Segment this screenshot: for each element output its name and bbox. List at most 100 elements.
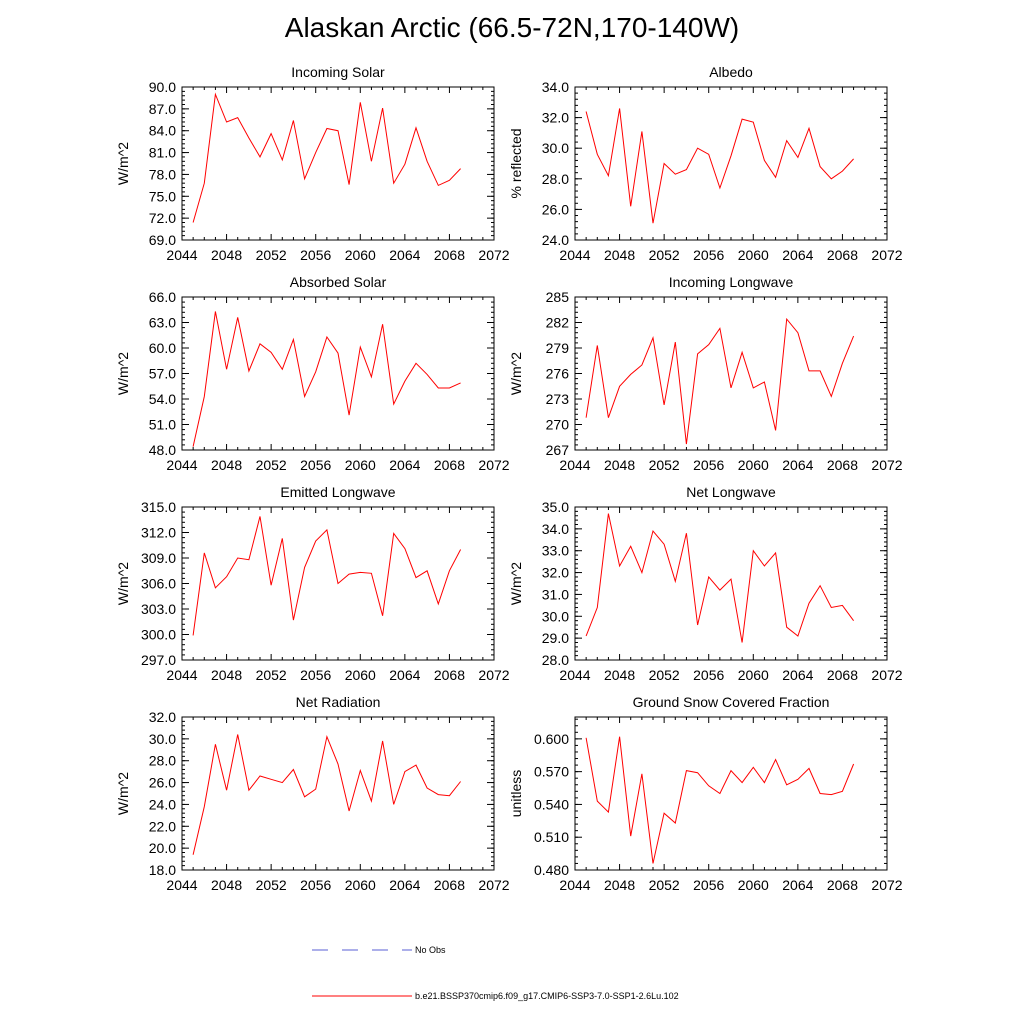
series-line: [585, 317, 855, 445]
y-tick-label: 273: [546, 391, 570, 407]
x-tick-label: 2064: [389, 877, 420, 893]
y-tick-label: 81.0: [149, 145, 176, 161]
panel-title: Absorbed Solar: [290, 274, 387, 290]
y-tick-label: 28.0: [542, 652, 569, 668]
chart-panel-4: Incoming Longwave W/m^2 2044 2048 2052 2056 20…: [508, 274, 903, 473]
x-tick-label: 2064: [389, 247, 420, 263]
series-line: [585, 108, 854, 224]
y-tick-label: 0.480: [534, 862, 569, 878]
x-tick-label: 2072: [478, 877, 509, 893]
y-tick-label: 34.0: [542, 79, 569, 95]
y-axis-label: % reflected: [508, 128, 524, 198]
y-tick-label: 309.0: [141, 550, 176, 566]
plot-frame: [574, 296, 888, 451]
y-axis-label: W/m^2: [508, 352, 524, 395]
y-tick-label: 285: [546, 289, 570, 305]
x-tick-label: 2048: [604, 247, 635, 263]
x-tick-label: 2056: [300, 457, 331, 473]
y-tick-label: 90.0: [149, 79, 176, 95]
y-tick-label: 72.0: [149, 210, 176, 226]
legend: No Obs b.e21.BSSP370cmip6.f09_g17.CMIP6-S…: [312, 945, 679, 1001]
panel-title: Ground Snow Covered Fraction: [633, 694, 830, 710]
x-tick-label: 2052: [649, 667, 680, 683]
y-tick-label: 32.0: [149, 709, 176, 725]
series-line: [192, 516, 462, 636]
x-tick-label: 2048: [211, 247, 242, 263]
x-tick-label: 2072: [871, 667, 902, 683]
y-axis-label: W/m^2: [115, 142, 131, 185]
y-tick-label: 57.0: [149, 366, 176, 382]
x-tick-label: 2044: [166, 877, 197, 893]
y-tick-label: 54.0: [149, 391, 176, 407]
x-tick-label: 2068: [434, 667, 465, 683]
y-tick-label: 26.0: [542, 201, 569, 217]
x-tick-label: 2056: [693, 457, 724, 473]
x-tick-label: 2068: [434, 877, 465, 893]
x-tick-label: 2048: [604, 877, 635, 893]
y-tick-label: 32.0: [542, 565, 569, 581]
y-tick-label: 24.0: [149, 796, 176, 812]
y-tick-label: 315.0: [141, 499, 176, 515]
series-line: [192, 311, 461, 447]
figure-title: Alaskan Arctic (66.5-72N,170-140W): [284, 12, 740, 43]
chart-panel-5: Emitted Longwave W/m^2 2044 2048 2052 2056 206…: [115, 484, 510, 683]
y-tick-label: 22.0: [149, 818, 176, 834]
x-tick-label: 2064: [782, 247, 813, 263]
x-tick-label: 2064: [782, 457, 813, 473]
y-tick-label: 0.510: [534, 829, 569, 845]
x-tick-label: 2056: [693, 877, 724, 893]
series-line: [192, 734, 461, 855]
x-tick-label: 2056: [300, 667, 331, 683]
y-tick-label: 282: [546, 315, 570, 331]
x-tick-label: 2052: [256, 877, 287, 893]
panel-title: Albedo: [709, 64, 753, 80]
y-tick-label: 66.0: [149, 289, 176, 305]
panel-title: Incoming Longwave: [669, 274, 794, 290]
x-tick-label: 2064: [782, 667, 813, 683]
y-tick-label: 60.0: [149, 340, 176, 356]
y-tick-label: 32.0: [542, 110, 569, 126]
x-tick-label: 2072: [478, 457, 509, 473]
y-tick-label: 306.0: [141, 576, 176, 592]
y-tick-label: 276: [546, 366, 570, 382]
x-tick-label: 2068: [827, 667, 858, 683]
x-tick-label: 2068: [434, 457, 465, 473]
series-line: [585, 513, 855, 643]
y-tick-label: 30.0: [149, 731, 176, 747]
y-tick-label: 75.0: [149, 188, 176, 204]
x-tick-label: 2044: [166, 667, 197, 683]
y-tick-label: 35.0: [542, 499, 569, 515]
x-tick-label: 2060: [345, 457, 376, 473]
series-line: [192, 92, 461, 223]
chart-panel-7: Net Radiation W/m^2 2044 2048 2052 2056 2060 20…: [115, 694, 510, 893]
x-tick-label: 2056: [693, 247, 724, 263]
x-tick-label: 2060: [738, 247, 769, 263]
x-tick-label: 2048: [211, 667, 242, 683]
plot-frame: [181, 716, 495, 871]
chart-panel-6: Net Longwave W/m^2 2044 2048 2052 2056 2060 206…: [508, 484, 903, 683]
y-tick-label: 28.0: [149, 753, 176, 769]
x-tick-label: 2068: [827, 877, 858, 893]
x-tick-label: 2068: [827, 457, 858, 473]
x-tick-label: 2056: [693, 667, 724, 683]
x-tick-label: 2044: [166, 247, 197, 263]
y-tick-label: 300.0: [141, 627, 176, 643]
y-tick-label: 0.540: [534, 796, 569, 812]
x-tick-label: 2060: [738, 877, 769, 893]
y-tick-label: 34.0: [542, 521, 569, 537]
x-tick-label: 2060: [738, 457, 769, 473]
x-tick-label: 2064: [389, 667, 420, 683]
y-tick-label: 18.0: [149, 862, 176, 878]
y-tick-label: 279: [546, 340, 570, 356]
x-tick-label: 2064: [782, 877, 813, 893]
x-tick-label: 2068: [434, 247, 465, 263]
plot-frame: [574, 716, 888, 871]
legend-model-label: b.e21.BSSP370cmip6.f09_g17.CMIP6-SSP3-7.…: [415, 991, 679, 1001]
y-tick-label: 31.0: [542, 586, 569, 602]
plot-frame: [574, 506, 888, 661]
x-tick-label: 2060: [345, 247, 376, 263]
x-tick-label: 2072: [871, 457, 902, 473]
x-tick-label: 2048: [211, 457, 242, 473]
x-tick-label: 2064: [389, 457, 420, 473]
